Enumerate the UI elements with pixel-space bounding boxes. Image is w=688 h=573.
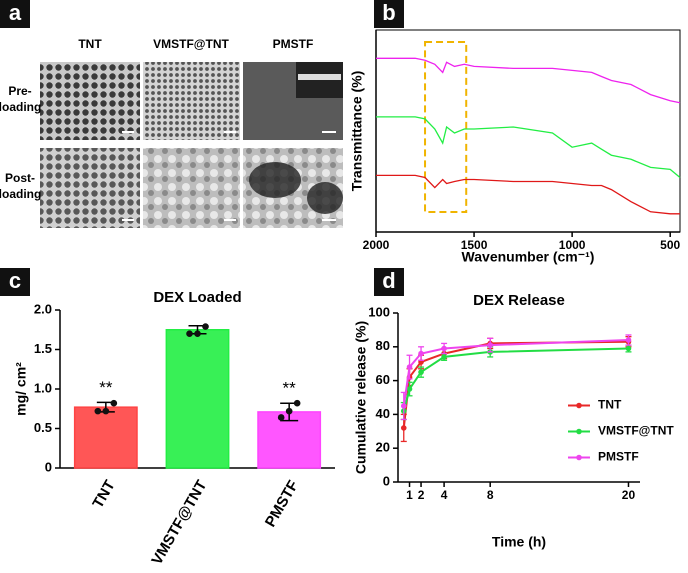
sample-point	[110, 399, 118, 407]
row-label: Post-loading	[0, 171, 41, 201]
x-tick-label: 1	[406, 488, 413, 502]
data-point	[400, 425, 407, 431]
sample-point	[202, 323, 209, 330]
series-line	[376, 57, 681, 104]
series-line	[376, 174, 680, 215]
y-axis-label: Cumulative release (%)	[353, 321, 369, 474]
data-point	[418, 369, 424, 375]
column-label: VMSTF@TNT	[153, 37, 229, 51]
data-point	[406, 386, 413, 392]
sample-point	[194, 330, 201, 338]
y-tick-label: 2.0	[34, 301, 52, 316]
row-label-line: loading	[0, 100, 41, 114]
legend-label: VMSTF@TNT	[598, 424, 674, 438]
row-label-line: Pre-	[8, 84, 31, 98]
panel-label-box	[374, 268, 404, 296]
column-label: TNT	[78, 37, 102, 51]
legend-label: TNT	[598, 398, 622, 412]
x-axis-label: Wavenumber (cm⁻¹)	[462, 249, 595, 265]
data-point	[418, 350, 424, 357]
data-point	[400, 403, 407, 409]
y-tick-label: 40	[376, 406, 390, 421]
panel-label: b	[382, 0, 395, 25]
data-point	[487, 342, 493, 348]
panel-label: a	[9, 0, 22, 25]
sample-point	[102, 407, 110, 415]
sem-image	[40, 148, 140, 228]
x-tick-label: 1000	[559, 238, 586, 252]
sample-point	[293, 399, 301, 407]
x-tick-label: 2000	[363, 238, 390, 252]
data-point	[625, 337, 632, 343]
row-label-line: Post-	[5, 171, 35, 185]
series-line	[402, 347, 629, 412]
y-axis-label: mg/ cm²	[13, 362, 29, 416]
sem-image	[143, 62, 240, 140]
series-line	[376, 116, 681, 179]
x-tick-label: 20	[622, 488, 636, 502]
y-tick-label: 0	[383, 473, 390, 488]
y-tick-label: 100	[368, 304, 390, 319]
column-label: PMSTF	[273, 37, 314, 51]
y-tick-label: 1.5	[34, 341, 52, 356]
panel-label-box	[0, 268, 30, 296]
sem-image	[143, 148, 240, 228]
x-tick-label: 4	[441, 488, 448, 502]
x-tick-label: TNT	[89, 477, 118, 511]
sample-point	[285, 407, 293, 415]
panel-label-box	[374, 0, 404, 28]
data-point	[406, 364, 413, 370]
sample-point	[94, 407, 102, 415]
panel-label: d	[382, 268, 395, 293]
x-tick-label: VMSTF@TNT	[148, 477, 210, 567]
data-point	[441, 354, 447, 360]
chart-title: DEX Release	[473, 292, 565, 309]
sem-inset-layer	[298, 74, 341, 80]
sample-point	[277, 414, 285, 421]
x-axis-label: Time (h)	[492, 534, 546, 550]
y-tick-label: 60	[376, 372, 390, 387]
data-point	[441, 345, 447, 352]
series-line	[402, 340, 629, 429]
sem-image	[40, 62, 140, 140]
x-tick-label: 8	[487, 488, 494, 502]
x-tick-label: 500	[660, 238, 680, 252]
significance-label: **	[99, 378, 113, 397]
bar	[73, 406, 138, 469]
sem-dark-region	[307, 182, 343, 214]
legend-marker	[576, 428, 582, 435]
y-tick-label: 80	[376, 338, 390, 353]
x-tick-label: PMSTF	[262, 477, 302, 530]
y-tick-label: 0	[45, 459, 52, 474]
panel-label-box	[0, 0, 30, 28]
row-label: Pre-loading	[0, 84, 41, 114]
panel-label: c	[9, 268, 21, 293]
y-tick-label: 20	[376, 440, 390, 455]
y-tick-label: 1.0	[34, 380, 52, 395]
highlight-box	[424, 41, 468, 213]
legend-label: PMSTF	[598, 450, 639, 464]
row-label-line: loading	[0, 187, 41, 201]
legend-marker	[576, 402, 582, 409]
chart-title: DEX Loaded	[153, 289, 241, 306]
bar	[165, 329, 230, 469]
legend-marker	[576, 454, 582, 461]
plot-frame	[375, 29, 681, 233]
sample-point	[186, 330, 193, 338]
significance-label: **	[283, 379, 297, 398]
series-line	[402, 339, 629, 407]
x-tick-label: 1500	[461, 238, 488, 252]
x-tick-label: 2	[418, 488, 425, 502]
data-point	[625, 345, 632, 352]
y-tick-label: 0.5	[34, 420, 52, 435]
sem-dark-region	[249, 162, 301, 198]
y-axis-label: Transmittance (%)	[349, 71, 365, 192]
sem-images	[40, 62, 343, 228]
